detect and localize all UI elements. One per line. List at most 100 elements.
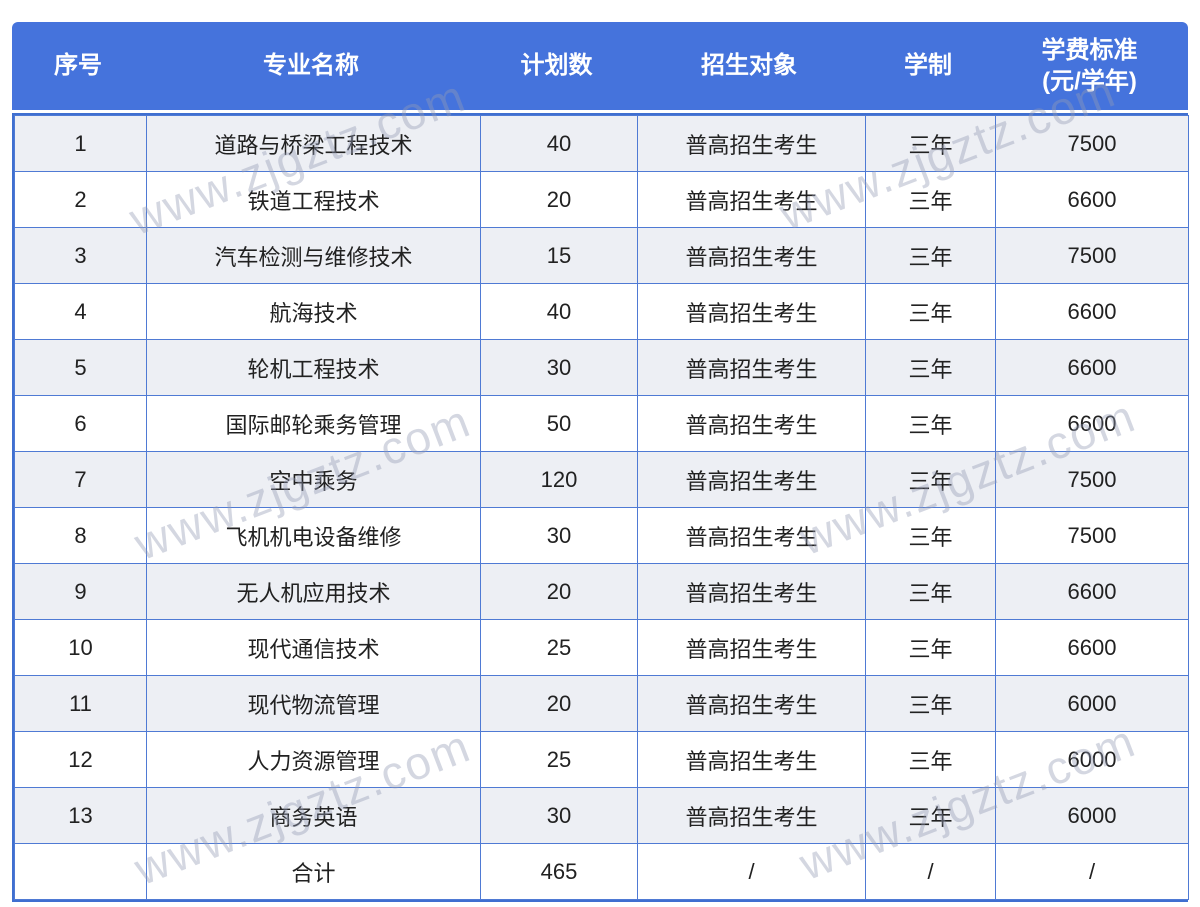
cell-index: 8 — [14, 507, 147, 564]
cell-plan: 465 — [480, 843, 638, 900]
cell-duration: 三年 — [865, 619, 996, 676]
table-row: 4 航海技术 40 普高招生考生 三年 6600 — [14, 283, 1189, 340]
table-body: 1 道路与桥梁工程技术 40 普高招生考生 三年 7500 2 铁道工程技术 20 普高招生考生三… — [14, 115, 1189, 900]
cell-major: 国际邮轮乘务管理 — [146, 395, 481, 452]
table-row: 2 铁道工程技术 20 普高招生考生 三年 6600 — [14, 171, 1189, 228]
cell-index: 13 — [14, 787, 147, 844]
table-row: 8 飞机机电设备维修 30 普高招生考生 三年 7500 — [14, 507, 1189, 564]
cell-tuition: 6600 — [995, 339, 1189, 396]
cell-target: 普高招生考生 — [637, 283, 866, 340]
cell-major: 人力资源管理 — [146, 731, 481, 788]
table-row: 6 国际邮轮乘务管理 50 普高招生考生 三年 6600 — [14, 395, 1189, 452]
cell-tuition: 7500 — [995, 507, 1189, 564]
cell-target: 普高招生考生 — [637, 507, 866, 564]
cell-index: 10 — [14, 619, 147, 676]
cell-index: 1 — [14, 115, 147, 172]
table-row: 1 道路与桥梁工程技术 40 普高招生考生 三年 7500 — [14, 115, 1189, 172]
cell-major: 汽车检测与维修技术 — [146, 227, 481, 284]
cell-tuition: 7500 — [995, 227, 1189, 284]
cell-major: 无人机应用技术 — [146, 563, 481, 620]
cell-index: 3 — [14, 227, 147, 284]
column-header-duration: 学制 — [904, 52, 952, 80]
table-row: 5 轮机工程技术 30 普高招生考生 三年 6600 — [14, 339, 1189, 396]
column-header-tuition: 学费标准 (元/学年) — [1041, 36, 1138, 95]
cell-tuition: 6000 — [995, 675, 1189, 732]
cell-plan: 25 — [480, 731, 638, 788]
cell-index: 5 — [14, 339, 147, 396]
cell-duration: 三年 — [865, 451, 996, 508]
cell-tuition: 6600 — [995, 283, 1189, 340]
table-row: 12 人力资源管理 25 普高招生考生 三年 6000 — [14, 731, 1189, 788]
cell-index: 12 — [14, 731, 147, 788]
cell-index: 11 — [14, 675, 147, 732]
cell-duration: 三年 — [865, 115, 996, 172]
cell-index: 7 — [14, 451, 147, 508]
cell-duration: 三年 — [865, 507, 996, 564]
cell-tuition: 6000 — [995, 731, 1189, 788]
cell-plan: 20 — [480, 171, 638, 228]
cell-tuition: 6000 — [995, 787, 1189, 844]
table-row: 7 空中乘务 120 普高招生考生 三年 7500 — [14, 451, 1189, 508]
cell-duration: 三年 — [865, 171, 996, 228]
cell-plan: 30 — [480, 339, 638, 396]
cell-duration: 三年 — [865, 227, 996, 284]
cell-target: 普高招生考生 — [637, 675, 866, 732]
cell-target: 普高招生考生 — [637, 787, 866, 844]
cell-major: 铁道工程技术 — [146, 171, 481, 228]
table-grid: 1 道路与桥梁工程技术 40 普高招生考生 三年 7500 2 铁道工程技术 20 普高招生考生三… — [14, 115, 1189, 900]
table-row: 11 现代物流管理 20 普高招生考生 三年 6000 — [14, 675, 1189, 732]
cell-index: 4 — [14, 283, 147, 340]
cell-target: 普高招生考生 — [637, 115, 866, 172]
cell-tuition: 6600 — [995, 619, 1189, 676]
cell-plan: 25 — [480, 619, 638, 676]
cell-plan: 30 — [480, 787, 638, 844]
cell-plan: 120 — [480, 451, 638, 508]
cell-target: 普高招生考生 — [637, 619, 866, 676]
cell-major: 飞机机电设备维修 — [146, 507, 481, 564]
cell-target: / — [637, 843, 866, 900]
cell-target: 普高招生考生 — [637, 227, 866, 284]
cell-major: 现代物流管理 — [146, 675, 481, 732]
cell-tuition: 7500 — [995, 451, 1189, 508]
cell-target: 普高招生考生 — [637, 171, 866, 228]
column-header-major: 专业名称 — [263, 52, 359, 80]
cell-plan: 20 — [480, 563, 638, 620]
table-row: 3 汽车检测与维修技术 15 普高招生考生 三年 7500 — [14, 227, 1189, 284]
cell-duration: / — [865, 843, 996, 900]
cell-target: 普高招生考生 — [637, 563, 866, 620]
cell-plan: 40 — [480, 283, 638, 340]
cell-index: 6 — [14, 395, 147, 452]
admission-plan-table: 序号 专业名称 计划数 招生对象 学制 学费标准 (元/学年) 1 道路与桥梁工程… — [12, 22, 1189, 902]
cell-major: 商务英语 — [146, 787, 481, 844]
cell-major: 道路与桥梁工程技术 — [146, 115, 481, 172]
cell-tuition: 6600 — [995, 563, 1189, 620]
table-row-total: 合计 465// / — [14, 843, 1189, 900]
cell-tuition: 6600 — [995, 171, 1189, 228]
cell-duration: 三年 — [865, 675, 996, 732]
cell-target: 普高招生考生 — [637, 451, 866, 508]
cell-plan: 50 — [480, 395, 638, 452]
table-row: 10 现代通信技术 25 普高招生考生 三年 6600 — [14, 619, 1189, 676]
cell-major: 航海技术 — [146, 283, 481, 340]
cell-index: 9 — [14, 563, 147, 620]
cell-duration: 三年 — [865, 283, 996, 340]
cell-major: 轮机工程技术 — [146, 339, 481, 396]
cell-duration: 三年 — [865, 395, 996, 452]
cell-duration: 三年 — [865, 787, 996, 844]
cell-major: 空中乘务 — [146, 451, 481, 508]
cell-target: 普高招生考生 — [637, 339, 866, 396]
table-row: 13 商务英语 30 普高招生考生 三年 6000 — [14, 787, 1189, 844]
cell-plan: 30 — [480, 507, 638, 564]
cell-duration: 三年 — [865, 339, 996, 396]
cell-index: 2 — [14, 171, 147, 228]
cell-tuition: / — [995, 843, 1189, 900]
table-body-box: 1 道路与桥梁工程技术 40 普高招生考生 三年 7500 2 铁道工程技术 20 普高招生考生三… — [12, 113, 1189, 902]
cell-major: 合计 — [146, 843, 481, 900]
cell-duration: 三年 — [865, 731, 996, 788]
cell-duration: 三年 — [865, 563, 996, 620]
cell-plan: 15 — [480, 227, 638, 284]
cell-target: 普高招生考生 — [637, 731, 866, 788]
cell-index — [14, 843, 147, 900]
column-header-index: 序号 — [54, 52, 102, 80]
